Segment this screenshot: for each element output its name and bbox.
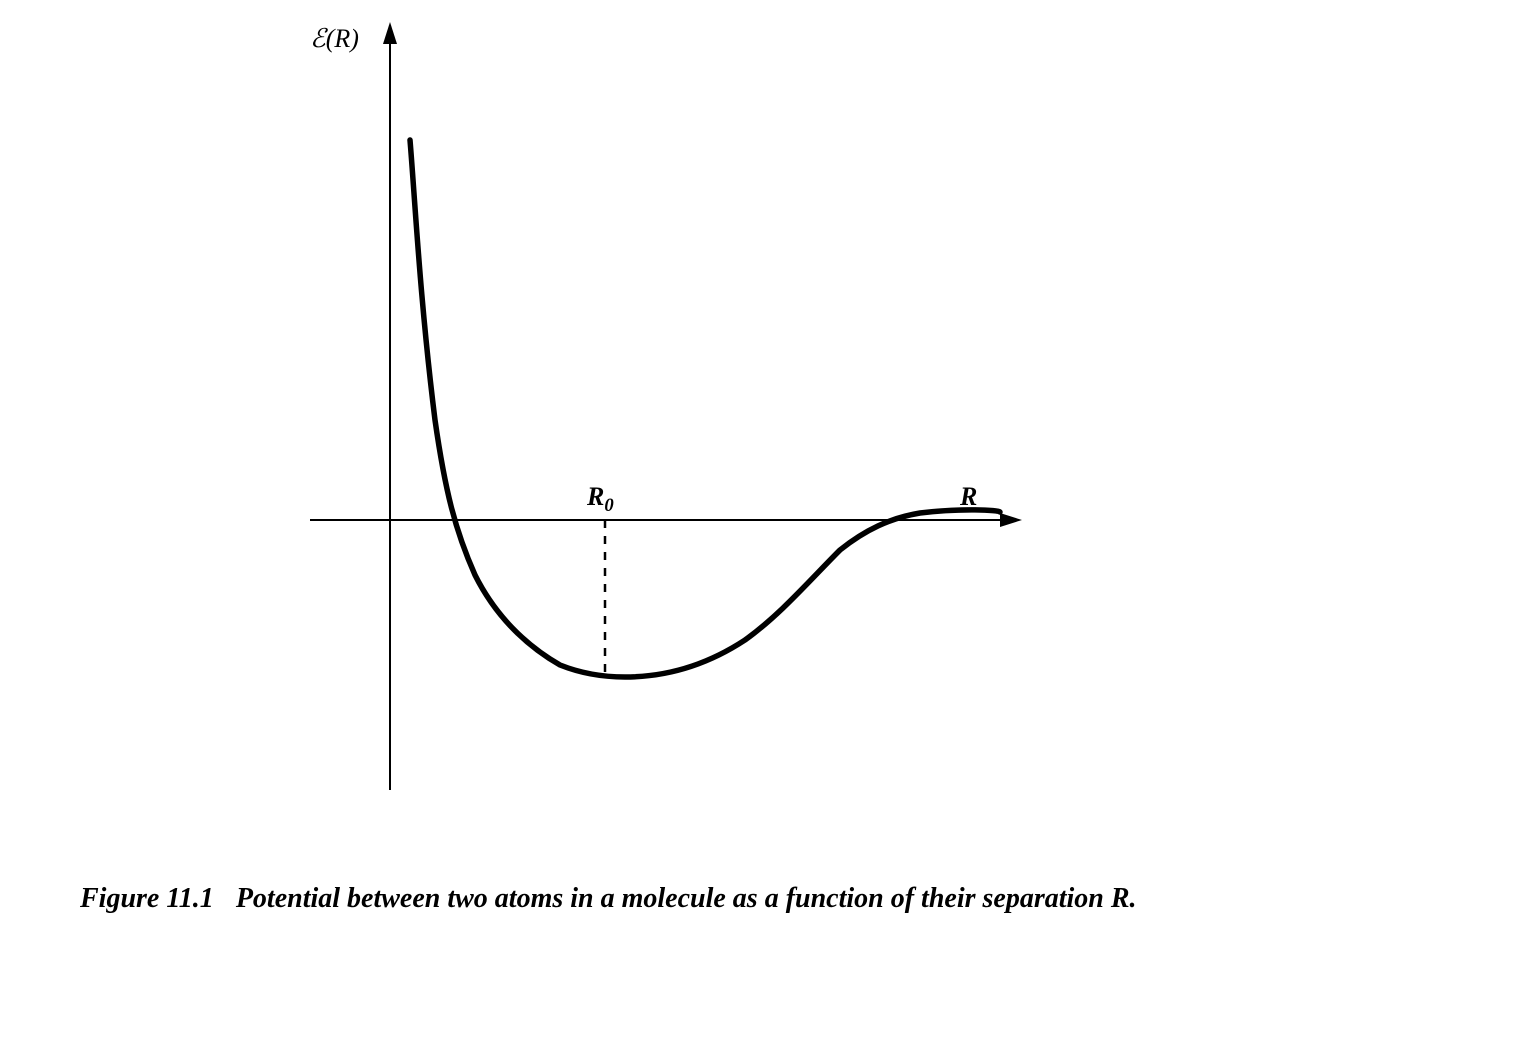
r0-label: R0: [587, 482, 614, 517]
chart-area: ℰ(R) R0 R: [280, 20, 1280, 820]
potential-curve: [410, 140, 1000, 677]
y-axis-arrow: [383, 22, 397, 44]
potential-curve-svg: [280, 20, 1280, 820]
caption-prefix: Figure 11.1: [80, 883, 214, 914]
x-axis-label: R: [960, 482, 977, 512]
figure-container: ℰ(R) R0 R Figure 11.1Potential between t…: [80, 20, 1434, 1030]
y-axis-label: ℰ(R): [310, 24, 359, 54]
caption-text: Potential between two atoms in a molecul…: [236, 883, 1137, 914]
r0-sub: 0: [604, 495, 613, 516]
x-axis-arrow: [1000, 513, 1022, 527]
figure-caption: Figure 11.1 Potential between two atoms i…: [80, 880, 1240, 918]
r0-base: R: [587, 482, 604, 511]
